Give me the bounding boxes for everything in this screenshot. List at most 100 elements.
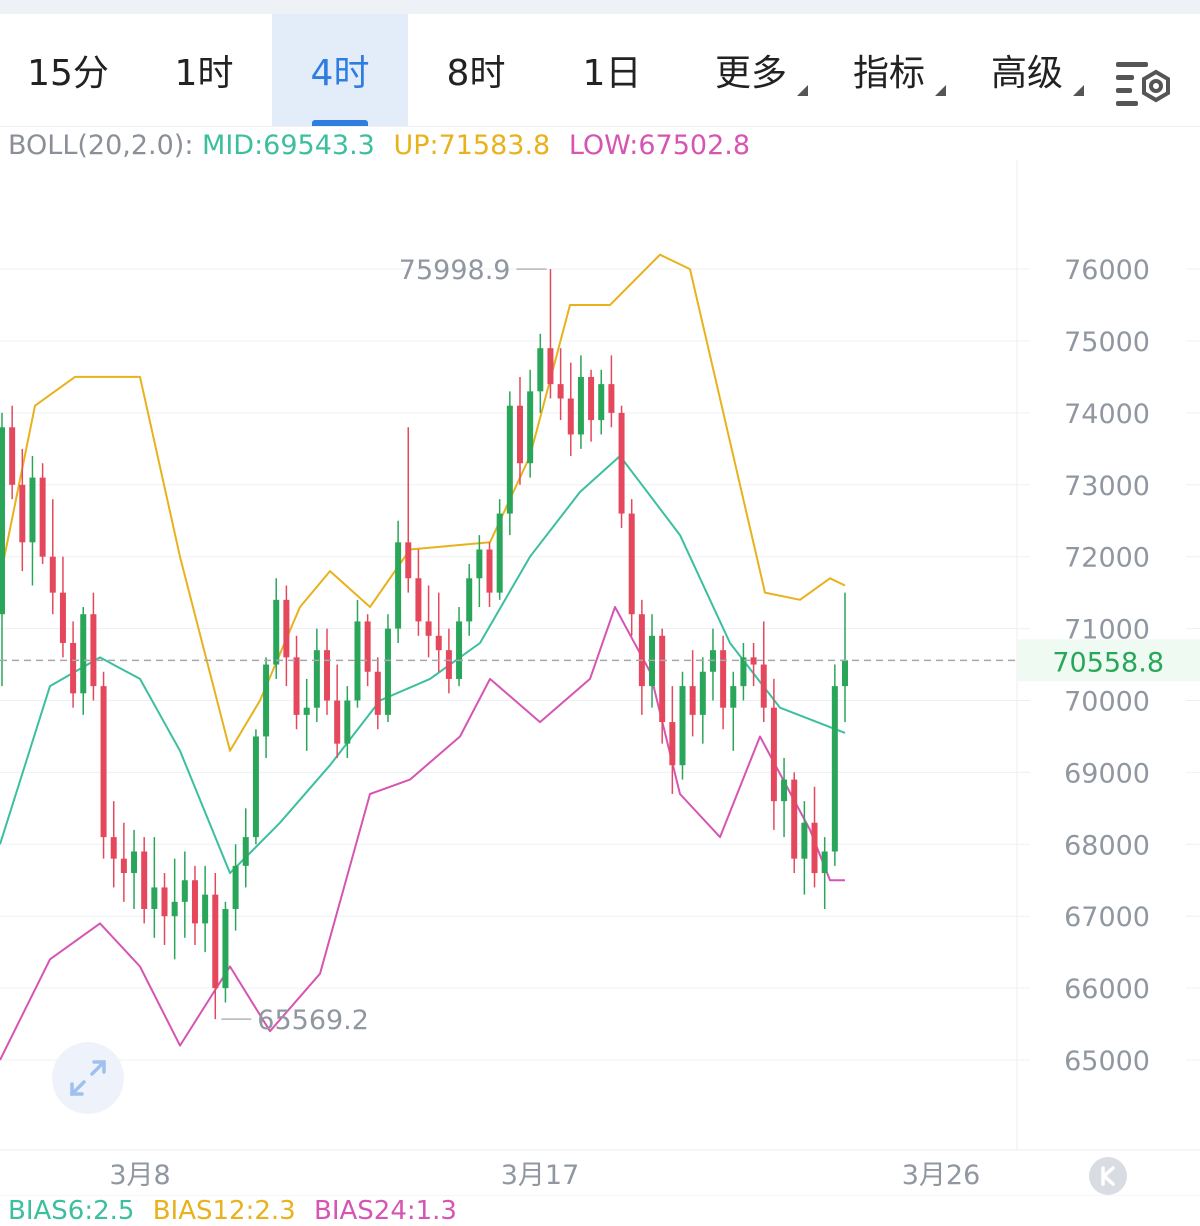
dropdown-triangle-icon [797,85,808,96]
y-tick-label: 75000 [1064,327,1150,358]
fullscreen-expand-button[interactable] [52,1042,124,1114]
candle-body [313,650,320,708]
candle-body [293,657,300,715]
boll-upper-line [0,253,846,752]
tab-label: 15分 [27,53,109,94]
candle-body [740,657,747,687]
candle-body [161,887,168,917]
candle-body [496,513,503,593]
x-tick-label: 3月17 [501,1160,580,1191]
candle-body [324,650,331,701]
tab-label: 1时 [174,53,234,94]
candle-body [59,592,66,643]
candle-body [821,851,828,874]
candle-body [466,578,473,622]
candle-body [191,880,198,924]
y-tick-label: 73000 [1064,471,1150,502]
candle-body [263,664,270,737]
tab-1h[interactable]: 1时 [136,14,272,126]
dropdown-triangle-icon [1073,85,1084,96]
tab-15min[interactable]: 15分 [0,14,136,126]
x-tick-label: 3月26 [902,1160,981,1191]
candle-body [222,909,229,989]
candle-body [9,427,16,485]
candle-body [689,686,696,715]
candle-body [577,376,584,435]
candle-body [425,621,432,636]
candle-body [344,700,351,744]
candle-body [598,384,605,421]
tab-8h[interactable]: 8时 [408,14,544,126]
candle-body [750,657,757,665]
candle-body [486,549,493,593]
candle-body [699,671,706,715]
candle-body [273,599,280,665]
candle-body [171,901,178,917]
candle-body [781,779,788,802]
tab-1d[interactable]: 1日 [544,14,680,126]
candle-body [628,513,635,615]
candle-body [19,484,26,543]
candle-body [374,671,381,715]
candle-body [476,549,483,579]
max-price-label: 75998.9 [399,255,511,286]
candle-body [659,635,666,723]
tab-more[interactable]: 更多 [692,14,810,126]
candle-body [0,427,5,615]
tab-advanced[interactable]: 高级 [968,14,1086,126]
y-tick-label: 76000 [1064,255,1150,286]
candle-body [100,686,107,838]
y-tick-label: 74000 [1064,399,1150,430]
candle-body [334,700,341,744]
candle-body [90,614,97,687]
boll-mid-line [0,455,846,875]
candle-body [557,384,564,399]
tab-label: 1日 [582,53,642,94]
candle-body [120,858,127,874]
candle-body [131,851,138,874]
candle-body [791,779,798,859]
candle-body [212,894,219,989]
candle-body [842,660,848,687]
candle-body [730,686,737,708]
candle-body [720,650,727,708]
candle-body [760,664,767,708]
boll-legend: BOLL(20,2.0): MID:69543.3 UP:71583.8 LOW… [8,128,760,164]
kline-switch-button[interactable] [1089,1157,1127,1195]
y-tick-label: 68000 [1064,830,1150,861]
tab-label: 4时 [310,53,370,94]
boll-label: BOLL(20,2.0): [8,130,194,161]
candle-body [202,894,209,924]
expand-icon [70,1060,106,1096]
tab-4h[interactable]: 4时 [272,14,408,126]
candle-body [232,865,239,910]
candle-body [435,635,442,651]
candle-body [141,851,148,910]
boll-low-value: LOW:67502.8 [568,130,751,161]
tab-label: 指标 [852,53,925,94]
chart-settings-icon[interactable] [1112,58,1174,110]
candle-body [801,822,808,859]
boll-lower-line [0,606,845,1061]
candle-body [415,578,422,622]
candlestick-chart[interactable]: 6500066000670006800069000700007100072000… [0,160,1200,1196]
candle-body [39,477,46,557]
active-tab-indicator [312,120,368,126]
bias12-value: BIAS12:2.3 [152,1196,296,1226]
tab-label: 更多 [714,53,787,94]
tab-indicators[interactable]: 指标 [830,14,948,126]
y-tick-label: 65000 [1064,1046,1150,1077]
candle-body [405,542,412,579]
status-strip [0,0,1200,14]
current-price-tag [1018,639,1200,682]
candle-body [638,614,645,687]
candle-body [608,384,615,413]
candle-body [70,642,77,694]
candle-body [151,887,158,910]
candle-body [547,348,554,385]
k-icon [1101,1166,1115,1186]
y-tick-label: 69000 [1064,758,1150,789]
candle-body [445,650,452,679]
candle-body [506,405,513,514]
boll-mid-value: MID:69543.3 [202,130,375,161]
